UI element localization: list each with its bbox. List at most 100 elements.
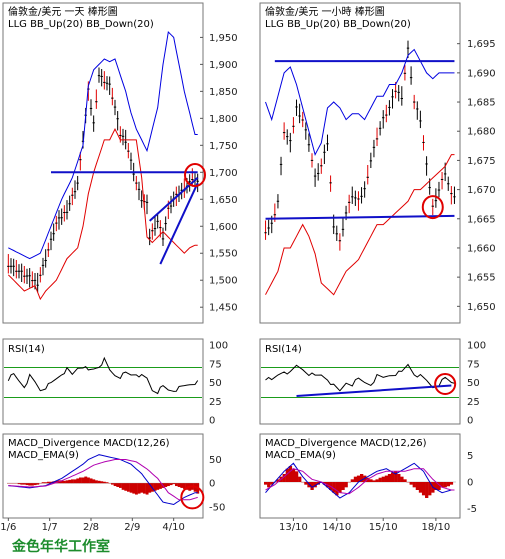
daily-macd-tick-label: 50 (209, 455, 222, 466)
daily-macd-hist-bar (175, 483, 178, 487)
daily-macd-hist-bar (41, 482, 45, 484)
hourly-macd-ema-line (265, 468, 455, 495)
daily-bb-down-line (7, 127, 198, 301)
daily-rsi-panel (2, 338, 204, 425)
hourly-macd-hist-bar (415, 482, 420, 490)
hourly-price-tick-label: 1,680 (467, 127, 496, 138)
hourly-macd-hist-bar (310, 482, 314, 490)
daily-rsi-tick-label: 25 (209, 397, 222, 408)
daily-macd-hist-bar (135, 483, 138, 495)
daily-macd-hist-bar (97, 480, 101, 484)
hourly-macd-hist-bar (400, 476, 404, 482)
daily-macd-hist-bar (143, 483, 146, 494)
daily-macd-hist-bar (76, 478, 80, 484)
daily-macd-highlight-circle (180, 485, 205, 510)
daily-macd-hist-bar (145, 483, 149, 495)
hourly-price-tick-label: 1,675 (467, 156, 496, 167)
daily-x-tick-label: 2/8 (83, 522, 99, 533)
hourly-macd-hist-bar (366, 477, 370, 482)
daily-macd-hist-bar (60, 480, 64, 484)
daily-rsi-tick-label: 100 (209, 341, 228, 352)
hourly-highlight-circle (421, 195, 444, 220)
daily-bb-up-line (8, 30, 198, 260)
hourly-x-tick-label: 13/10 (279, 522, 308, 533)
daily-macd-hist-bar (47, 481, 50, 484)
hourly-macd-hist-bar (387, 474, 392, 482)
hourly-rsi-panel (259, 338, 461, 425)
hourly-price-tick-label: 1,695 (467, 39, 496, 50)
hourly-macd-hist-bar (298, 476, 302, 482)
hourly-macd-hist-bar (372, 480, 376, 482)
hourly-chart-subtitle: LLG BB_Up(20) BB_Down(20) (265, 19, 411, 30)
hourly-macd-hist-bar (353, 476, 358, 482)
daily-macd-hist-bar (63, 480, 66, 484)
hourly-macd-hist-bar (270, 482, 274, 485)
daily-price-tick-label: 1,600 (209, 222, 238, 233)
daily-macd-ema-line (8, 459, 198, 501)
daily-macd-hist-bar (65, 480, 69, 484)
daily-macd-tick-label: -50 (209, 502, 225, 513)
hourly-rsi-tick-label: 100 (467, 341, 486, 352)
daily-rsi-line (7, 356, 199, 395)
daily-macd-hist-bar (92, 479, 96, 484)
daily-macd-hist-bar (28, 483, 32, 486)
daily-price-tick-label: 1,550 (209, 249, 238, 260)
daily-price-tick-label: 1,950 (209, 33, 238, 44)
daily-trend-line (159, 182, 199, 265)
daily-macd-hist-bar (36, 483, 40, 485)
hourly-macd-ema-label: MACD_EMA(9) (265, 450, 336, 461)
hourly-macd-hist-bar (288, 466, 293, 482)
daily-price-tick-label: 1,650 (209, 195, 238, 206)
hourly-macd-hist-bar (350, 479, 355, 482)
daily-x-tick-label: 1/6 (0, 522, 16, 533)
hourly-trend-line (265, 214, 455, 220)
daily-macd-hist-bar (17, 483, 21, 485)
hourly-macd-hist-bar (341, 482, 345, 490)
hourly-price-tick-label: 1,650 (467, 302, 496, 313)
daily-macd-hist-bar (159, 483, 162, 489)
hourly-macd-hist-bar (264, 482, 268, 485)
daily-macd-hist-bar (167, 483, 170, 487)
daily-macd-hist-bar (84, 476, 88, 484)
hourly-macd-hist-bar (344, 482, 348, 488)
daily-macd-hist-bar (177, 483, 181, 487)
hourly-macd-tick-label: 5 (467, 451, 473, 462)
hourly-macd-hist-bar (412, 482, 416, 488)
hourly-price-tick-label: 1,660 (467, 243, 496, 254)
daily-price-tick-label: 1,500 (209, 276, 238, 287)
daily-macd-hist-bar (121, 483, 125, 490)
daily-macd-hist-bar (20, 483, 24, 485)
daily-macd-hist-bar (164, 483, 168, 487)
daily-macd-hist-bar (31, 483, 34, 486)
daily-macd-hist-bar (68, 479, 72, 484)
hourly-rsi-tick-label: 25 (467, 397, 480, 408)
hourly-macd-hist-bar (369, 479, 373, 482)
daily-price-tick-label: 1,850 (209, 87, 238, 98)
hourly-price-tick-label: 1,665 (467, 214, 496, 225)
daily-rsi-tick-label: 75 (209, 359, 222, 370)
daily-macd-hist-bar (87, 477, 90, 484)
daily-macd-hist-bar (140, 483, 144, 493)
hourly-macd-hist-bar (276, 479, 280, 482)
daily-price-tick-label: 1,450 (209, 303, 238, 314)
hourly-rsi-line (265, 363, 455, 392)
daily-macd-hist-bar (95, 480, 98, 484)
hourly-x-tick-label: 15/10 (369, 522, 398, 533)
hourly-price-tick-label: 1,685 (467, 98, 496, 109)
daily-macd-hist-bar (23, 483, 26, 485)
daily-macd-hist-bar (180, 483, 184, 488)
hourly-rsi-tick-label: 75 (467, 359, 480, 370)
daily-price-tick-label: 1,750 (209, 141, 238, 152)
daily-macd-hist-bar (148, 483, 152, 493)
daily-macd-hist-bar (129, 483, 133, 493)
daily-macd-hist-bar (73, 479, 77, 484)
hourly-macd-tick-label: 0 (467, 478, 473, 489)
hourly-macd-hist-bar (440, 482, 444, 488)
hourly-bb-up-line (265, 48, 455, 156)
hourly-macd-hist-bar (332, 482, 336, 493)
hourly-rsi-tick-label: 0 (467, 416, 473, 427)
daily-macd-hist-bar (44, 482, 48, 484)
hourly-macd-hist-bar (446, 482, 451, 487)
daily-price-panel (2, 2, 204, 324)
